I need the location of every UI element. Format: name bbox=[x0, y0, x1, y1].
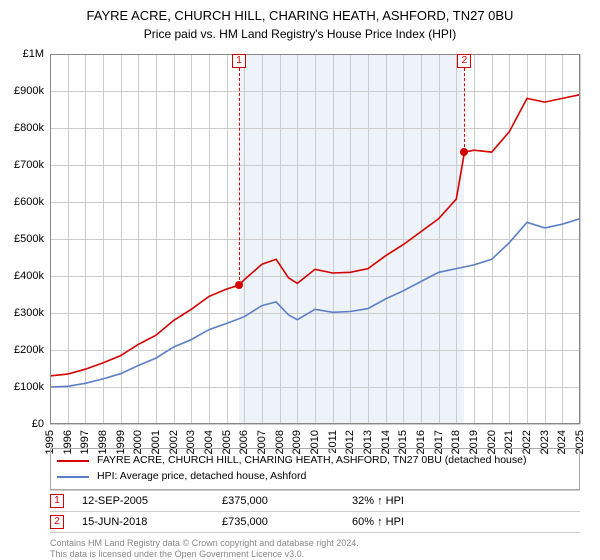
table-row: 2 15-JUN-2018 £735,000 60% ↑ HPI bbox=[50, 512, 580, 533]
marker-vline bbox=[464, 68, 465, 152]
y-tick-label: £0 bbox=[32, 418, 44, 430]
marker-dot bbox=[235, 281, 243, 289]
sale-date: 12-SEP-2005 bbox=[82, 495, 222, 507]
legend-swatch bbox=[57, 476, 89, 478]
gridline-vertical bbox=[580, 54, 581, 424]
legend-item: FAYRE ACRE, CHURCH HILL, CHARING HEATH, … bbox=[57, 453, 573, 469]
series-line-hpi bbox=[50, 219, 580, 387]
sale-price: £735,000 bbox=[222, 516, 352, 528]
footnote-line: This data is licensed under the Open Gov… bbox=[50, 549, 359, 560]
marker-vline bbox=[239, 68, 240, 285]
sale-pct: 32% ↑ HPI bbox=[352, 495, 580, 507]
marker-dot bbox=[460, 148, 468, 156]
series-line-property bbox=[50, 95, 580, 376]
y-tick-label: £400k bbox=[14, 270, 44, 282]
y-tick-label: £800k bbox=[14, 122, 44, 134]
y-tick-label: £300k bbox=[14, 307, 44, 319]
y-tick-label: £700k bbox=[14, 159, 44, 171]
y-tick-label: £200k bbox=[14, 344, 44, 356]
table-row: 1 12-SEP-2005 £375,000 32% ↑ HPI bbox=[50, 490, 580, 512]
marker-label-box: 2 bbox=[457, 54, 471, 68]
sale-date: 15-JUN-2018 bbox=[82, 516, 222, 528]
chart-plot-area: £0£100k£200k£300k£400k£500k£600k£700k£80… bbox=[50, 54, 580, 424]
sales-table: 1 12-SEP-2005 £375,000 32% ↑ HPI 2 15-JU… bbox=[50, 490, 580, 533]
chart-title: FAYRE ACRE, CHURCH HILL, CHARING HEATH, … bbox=[0, 0, 600, 25]
legend-swatch bbox=[57, 460, 89, 462]
y-tick-label: £100k bbox=[14, 381, 44, 393]
y-tick-label: £600k bbox=[14, 196, 44, 208]
sale-marker-box: 2 bbox=[50, 515, 64, 529]
chart-lines-svg bbox=[50, 54, 580, 424]
y-tick-label: £900k bbox=[14, 85, 44, 97]
chart-subtitle: Price paid vs. HM Land Registry's House … bbox=[0, 25, 600, 41]
sale-price: £375,000 bbox=[222, 495, 352, 507]
footnote: Contains HM Land Registry data © Crown c… bbox=[50, 538, 359, 560]
sale-marker-box: 1 bbox=[50, 494, 64, 508]
legend-item: HPI: Average price, detached house, Ashf… bbox=[57, 469, 573, 485]
legend-label: HPI: Average price, detached house, Ashf… bbox=[97, 469, 306, 485]
footnote-line: Contains HM Land Registry data © Crown c… bbox=[50, 538, 359, 549]
sale-pct: 60% ↑ HPI bbox=[352, 516, 580, 528]
chart-container: FAYRE ACRE, CHURCH HILL, CHARING HEATH, … bbox=[0, 0, 600, 560]
gridline-horizontal bbox=[50, 424, 580, 425]
y-tick-label: £500k bbox=[14, 233, 44, 245]
y-tick-label: £1M bbox=[23, 48, 44, 60]
legend: FAYRE ACRE, CHURCH HILL, CHARING HEATH, … bbox=[50, 448, 580, 490]
legend-label: FAYRE ACRE, CHURCH HILL, CHARING HEATH, … bbox=[97, 453, 526, 469]
marker-label-box: 1 bbox=[232, 54, 246, 68]
